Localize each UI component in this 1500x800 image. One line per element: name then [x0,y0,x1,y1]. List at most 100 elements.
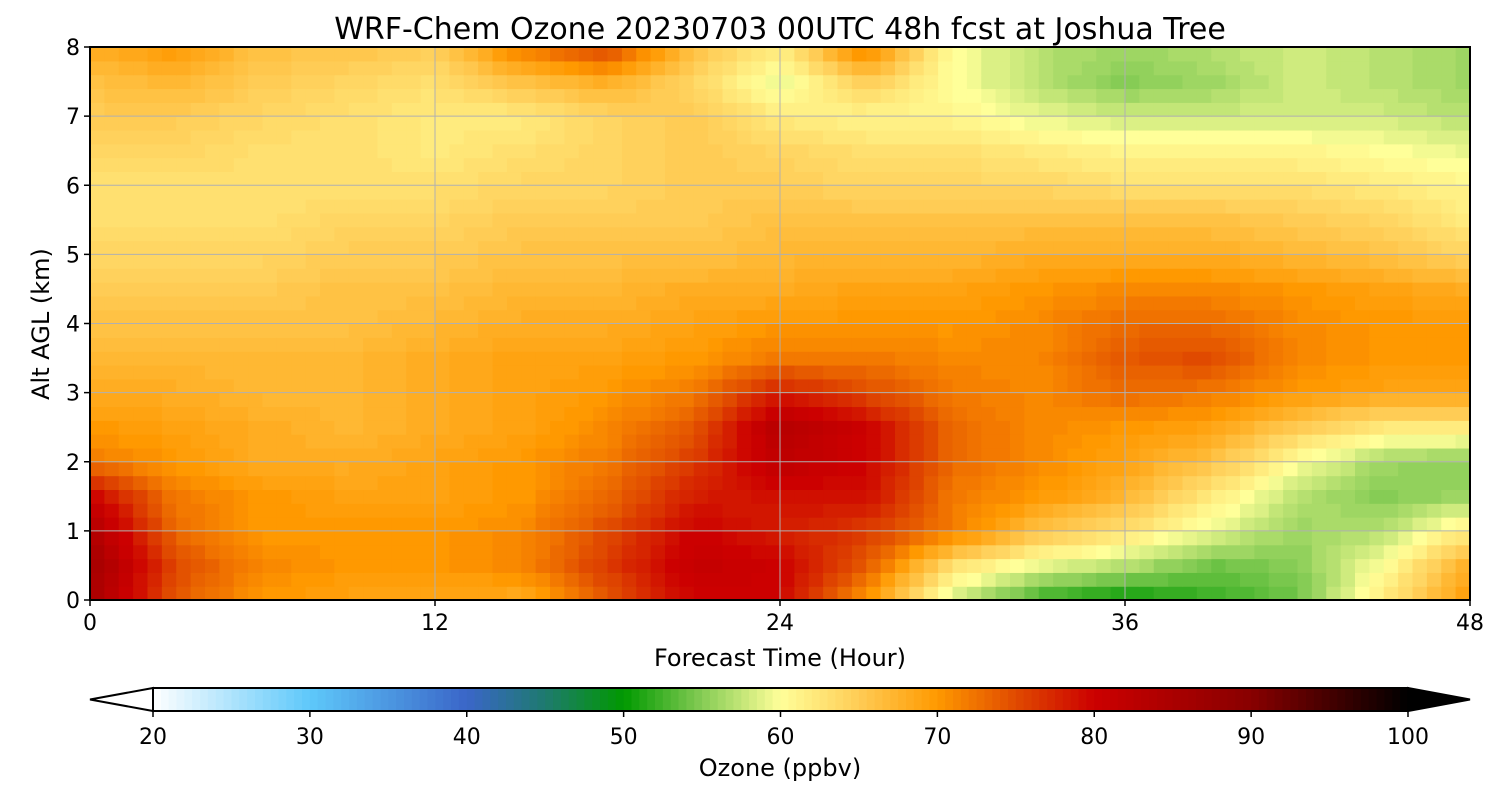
heatmap-cell [1010,74,1025,90]
heatmap-cell [1024,544,1040,560]
heatmap-cell [765,254,781,269]
heatmap-cell [708,434,724,449]
heatmap-cell [938,544,954,560]
heatmap-cell [492,60,508,76]
heatmap-cell [1398,88,1414,103]
heatmap-cell [147,475,163,490]
heatmap-cell [866,212,882,228]
heatmap-cell [751,323,767,338]
heatmap-cell [1225,489,1241,504]
heatmap-cell [1412,129,1428,145]
heatmap-cell [578,129,594,145]
heatmap-cell [880,586,896,601]
heatmap-cell [751,572,767,587]
heatmap-cell [550,282,565,297]
heatmap-cell [880,60,896,76]
heatmap-cell [521,420,537,435]
colorbar-swatch [592,688,601,711]
heatmap-cell [780,254,795,269]
heatmap-cell [1053,351,1069,366]
heatmap-cell [435,323,450,338]
heatmap-cell [161,47,177,62]
heatmap-cell [521,199,537,214]
heatmap-cell [1441,88,1457,103]
heatmap-cell [176,226,192,242]
heatmap-cell [291,406,307,421]
heatmap-cell [463,544,479,560]
heatmap-cell [1355,489,1370,504]
heatmap-cell [1196,572,1212,587]
heatmap-cell [1096,88,1112,103]
heatmap-cell [1081,185,1097,200]
heatmap-cell [1426,199,1442,214]
heatmap-cell [1096,447,1112,463]
heatmap-cell [851,351,867,366]
heatmap-cell [406,351,422,366]
heatmap-cell [564,102,580,117]
heatmap-cell [808,143,824,159]
heatmap-cell [866,226,882,242]
heatmap-cell [1311,212,1327,228]
heatmap-cell [636,116,652,131]
heatmap-cell [1024,503,1040,518]
heatmap-cell [1311,60,1327,76]
heatmap-cell [363,129,379,145]
heatmap-cell [1369,102,1385,117]
colorbar-swatch [356,688,366,711]
heatmap-cell [722,47,738,62]
heatmap-cell [276,74,292,90]
heatmap-cell [1340,392,1356,408]
heatmap-cell [938,74,954,90]
heatmap-cell [291,337,307,352]
heatmap-cell [665,74,680,90]
heatmap-cell [780,517,795,532]
heatmap-cell [90,199,105,214]
heatmap-cell [1196,323,1212,338]
heatmap-cell [1455,47,1471,62]
heatmap-cell [851,447,867,463]
heatmap-cell [190,185,206,200]
heatmap-cell [248,129,264,145]
heatmap-cell [995,157,1011,173]
heatmap-cell [133,434,149,449]
heatmap-cell [435,143,450,159]
heatmap-cell [535,447,551,463]
heatmap-cell [276,364,292,380]
heatmap-cell [521,143,537,159]
heatmap-cell [463,240,479,255]
heatmap-cell [305,199,321,214]
heatmap-cell [722,517,738,532]
heatmap-cell [463,226,479,242]
heatmap-cell [808,323,824,338]
heatmap-cell [248,364,264,380]
heatmap-cell [478,544,494,560]
heatmap-cell [348,102,364,117]
heatmap-cell [751,475,767,490]
heatmap-cell [564,143,580,159]
heatmap-cell [406,447,422,463]
heatmap-cell [765,309,781,325]
heatmap-cell [952,143,968,159]
heatmap-cell [276,572,292,587]
heatmap-cell [1340,212,1356,228]
colorbar-swatch [1094,688,1103,711]
heatmap-cell [1340,254,1356,269]
heatmap-cell [995,88,1011,103]
heatmap-cell [636,420,652,435]
heatmap-cell [1024,517,1040,532]
heatmap-cell [1196,392,1212,408]
heatmap-cell [1168,295,1184,311]
heatmap-cell [1168,406,1184,421]
heatmap-cell [478,392,494,408]
heatmap-cell [420,185,436,200]
heatmap-cell [1426,47,1442,62]
heatmap-cell [406,60,422,76]
heatmap-cell [722,586,738,601]
heatmap-cell [219,406,235,421]
heatmap-cell [1412,351,1428,366]
heatmap-cell [219,544,235,560]
heatmap-cell [205,392,220,408]
heatmap-cell [492,406,508,421]
heatmap-cell [90,74,105,90]
heatmap-cell [291,558,307,573]
